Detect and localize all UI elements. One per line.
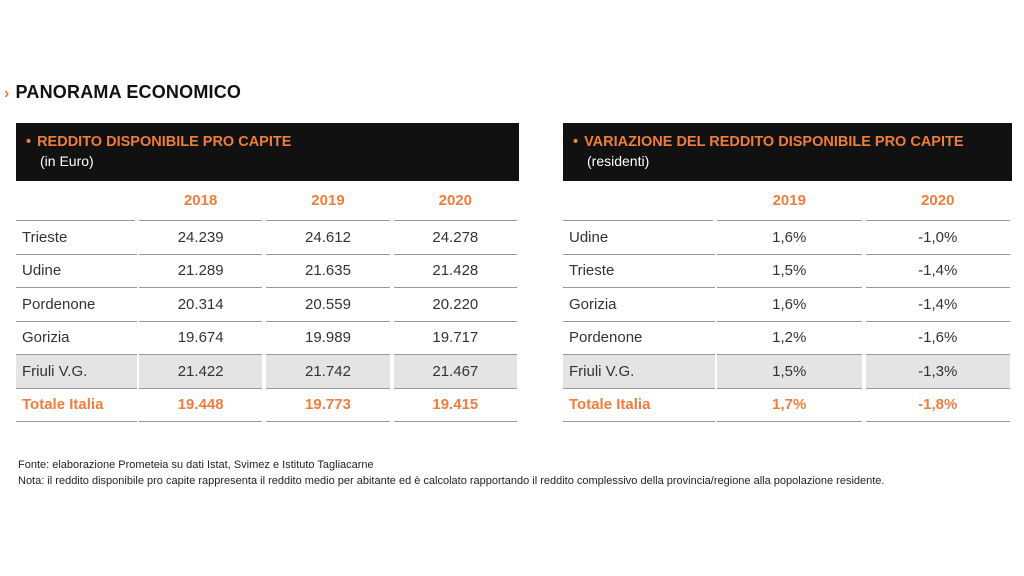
table-cell: 20.220 [393, 288, 517, 322]
row-label: Udine [563, 221, 715, 255]
table-cell: 19.773 [266, 389, 390, 422]
row-label: Pordenone [563, 322, 715, 355]
bullet-icon: • [573, 134, 579, 150]
footnotes: Fonte: elaborazione Prometeia su dati Is… [18, 457, 884, 489]
table-row: Gorizia 19.674 19.989 19.717 [16, 322, 519, 355]
table-row: Gorizia 1,6% -1,4% [563, 288, 1012, 322]
row-label: Totale Italia [563, 389, 715, 422]
table-row: Udine 1,6% -1,0% [563, 221, 1012, 255]
column-header-row: 2018 2019 2020 [16, 181, 519, 221]
table-title: VARIAZIONE DEL REDDITO DISPONIBILE PRO C… [584, 134, 964, 150]
row-label: Gorizia [563, 288, 715, 322]
table-cell: 21.742 [266, 355, 390, 389]
income-variation-table: • VARIAZIONE DEL REDDITO DISPONIBILE PRO … [563, 123, 1012, 422]
table-cell: 21.289 [139, 255, 263, 288]
row-label: Trieste [16, 221, 137, 255]
nota-note: Nota: il reddito disponibile pro capite … [18, 475, 885, 487]
table-row: Trieste 24.239 24.612 24.278 [16, 221, 519, 255]
table-cell: 21.635 [266, 255, 390, 288]
column-header: 2019 [266, 181, 390, 221]
table-row: Udine 21.289 21.635 21.428 [16, 255, 519, 288]
table-body: Trieste 24.239 24.612 24.278 Udine 21.289 21.6… [16, 221, 519, 422]
table-cell: 1,6% [717, 288, 862, 322]
chevron-right-icon: › [4, 85, 10, 102]
row-label: Friuli V.G. [16, 355, 137, 389]
column-header: 2020 [393, 181, 517, 221]
source-note: Fonte: elaborazione Prometeia su dati Is… [18, 459, 374, 471]
table-cell: 1,5% [717, 355, 862, 389]
table-row: Friuli V.G. 1,5% -1,3% [563, 355, 1012, 389]
column-header-blank [563, 181, 713, 221]
table-cell: 1,2% [717, 322, 862, 355]
table-row: Pordenone 20.314 20.559 20.220 [16, 288, 519, 322]
row-label: Trieste [563, 255, 715, 288]
table-cell: 20.559 [266, 288, 390, 322]
column-header: 2019 [717, 181, 862, 221]
table-subtitle: (residenti) [587, 153, 650, 169]
table-cell: 21.422 [139, 355, 263, 389]
column-header-row: 2019 2020 [563, 181, 1012, 221]
table-cell: -1,6% [865, 322, 1010, 355]
table-subtitle: (in Euro) [40, 153, 94, 169]
table-cell: 1,5% [717, 255, 862, 288]
column-header: 2018 [139, 181, 263, 221]
column-header: 2020 [865, 181, 1010, 221]
bullet-icon: • [26, 134, 32, 150]
column-header-blank [16, 181, 135, 221]
table-row: Trieste 1,5% -1,4% [563, 255, 1012, 288]
table-cell: 1,6% [717, 221, 862, 255]
section-title: › PANORAMA ECONOMICO [4, 82, 241, 103]
row-label: Udine [16, 255, 137, 288]
table-cell: 19.415 [393, 389, 517, 422]
table-cell: 20.314 [139, 288, 263, 322]
row-label: Friuli V.G. [563, 355, 715, 389]
table-cell: 24.239 [139, 221, 263, 255]
table-header: • REDDITO DISPONIBILE PRO CAPITE (in Euro… [16, 123, 519, 181]
table-row: Pordenone 1,2% -1,6% [563, 322, 1012, 355]
table-body: Udine 1,6% -1,0% Trieste 1,5% -1,4% Gorizia 1,6… [563, 221, 1012, 422]
table-cell: 21.428 [393, 255, 517, 288]
table-cell: 19.448 [139, 389, 263, 422]
table-cell: 1,7% [717, 389, 862, 422]
table-cell: 21.467 [393, 355, 517, 389]
table-cell: -1,4% [865, 255, 1010, 288]
section-title-text: PANORAMA ECONOMICO [15, 82, 242, 102]
row-label: Gorizia [16, 322, 137, 355]
table-cell: 24.278 [393, 221, 517, 255]
row-label: Totale Italia [16, 389, 137, 422]
total-row: Totale Italia 1,7% -1,8% [563, 389, 1012, 422]
table-cell: 19.717 [393, 322, 517, 355]
table-cell: 19.989 [266, 322, 390, 355]
income-per-capita-table: • REDDITO DISPONIBILE PRO CAPITE (in Euro… [16, 123, 519, 422]
total-row: Totale Italia 19.448 19.773 19.415 [16, 389, 519, 422]
table-cell: 24.612 [266, 221, 390, 255]
table-row: Friuli V.G. 21.422 21.742 21.467 [16, 355, 519, 389]
table-cell: 19.674 [139, 322, 263, 355]
table-cell: -1,3% [865, 355, 1010, 389]
table-title: REDDITO DISPONIBILE PRO CAPITE [37, 134, 292, 150]
row-label: Pordenone [16, 288, 137, 322]
table-cell: -1,4% [865, 288, 1010, 322]
table-cell: -1,8% [865, 389, 1010, 422]
table-header: • VARIAZIONE DEL REDDITO DISPONIBILE PRO … [563, 123, 1012, 181]
table-cell: -1,0% [865, 221, 1010, 255]
